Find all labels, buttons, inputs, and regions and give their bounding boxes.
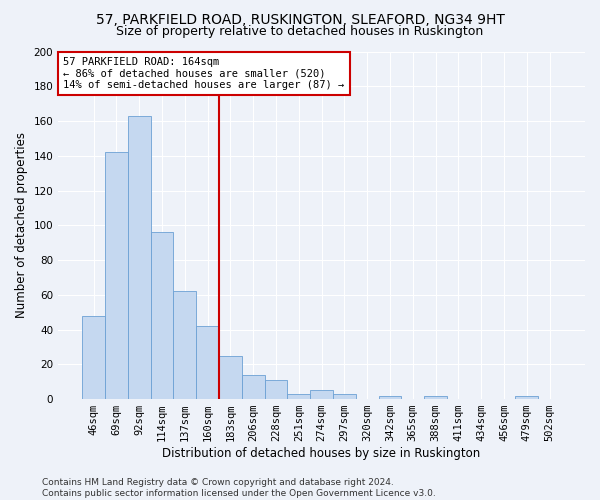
Text: Size of property relative to detached houses in Ruskington: Size of property relative to detached ho…	[116, 25, 484, 38]
Bar	[287, 394, 310, 399]
Bar	[515, 396, 538, 399]
Bar	[173, 292, 196, 399]
Bar	[219, 356, 242, 399]
Bar	[151, 232, 173, 399]
Bar	[128, 116, 151, 399]
Bar	[333, 394, 356, 399]
Text: 57, PARKFIELD ROAD, RUSKINGTON, SLEAFORD, NG34 9HT: 57, PARKFIELD ROAD, RUSKINGTON, SLEAFORD…	[95, 12, 505, 26]
Bar	[242, 375, 265, 399]
Bar	[105, 152, 128, 399]
X-axis label: Distribution of detached houses by size in Ruskington: Distribution of detached houses by size …	[163, 447, 481, 460]
Bar	[310, 390, 333, 399]
Bar	[379, 396, 401, 399]
Bar	[265, 380, 287, 399]
Text: 57 PARKFIELD ROAD: 164sqm
← 86% of detached houses are smaller (520)
14% of semi: 57 PARKFIELD ROAD: 164sqm ← 86% of detac…	[64, 56, 344, 90]
Bar	[424, 396, 447, 399]
Text: Contains HM Land Registry data © Crown copyright and database right 2024.
Contai: Contains HM Land Registry data © Crown c…	[42, 478, 436, 498]
Bar	[82, 316, 105, 399]
Bar	[196, 326, 219, 399]
Y-axis label: Number of detached properties: Number of detached properties	[15, 132, 28, 318]
